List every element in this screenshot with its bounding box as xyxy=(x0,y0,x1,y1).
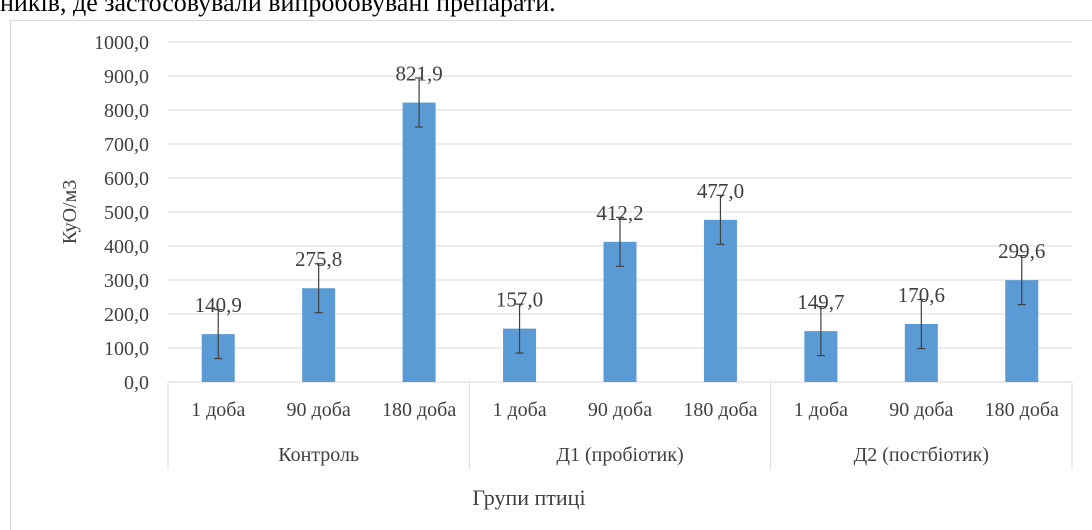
x-category-label: 1 доба xyxy=(191,399,245,421)
y-tick-labels: 0,0 100,0 200,0 300,0 400,0 500,0 600,0 700,0 80… xyxy=(94,32,149,394)
bar xyxy=(402,102,436,382)
data-label: 299,6 xyxy=(998,239,1045,263)
x-group-label: Д2 (постбіотик) xyxy=(854,444,989,466)
preceding-text-fragment: ників, де застосовували випробовувані пр… xyxy=(0,0,556,17)
y-tick-label: 0,0 xyxy=(124,372,149,394)
y-tick-label: 900,0 xyxy=(104,66,149,88)
x-axis-title: Групи птиці xyxy=(472,485,585,510)
x-category-labels: 1 доба 90 доба 180 доба 1 доба 90 доба 180 до… xyxy=(191,399,1059,421)
y-tick-label: 100,0 xyxy=(104,338,149,360)
bar xyxy=(703,219,737,382)
y-tick-label: 600,0 xyxy=(104,168,149,190)
x-category-label: 180 доба xyxy=(985,399,1059,421)
x-category-label: 90 доба xyxy=(287,399,351,421)
x-category-label: 180 доба xyxy=(382,399,456,421)
y-axis-title: КуО/м3 xyxy=(59,180,81,245)
data-label: 170,6 xyxy=(898,283,945,307)
x-group-label: Д1 (пробіотик) xyxy=(556,444,683,466)
y-tick-label: 500,0 xyxy=(104,202,149,224)
y-tick-label: 400,0 xyxy=(104,236,149,258)
data-label: 477,0 xyxy=(697,179,744,203)
data-labels: 140,9 275,8 821,9 157,0 412,2 477,0 149,7 170,6… xyxy=(195,62,1046,318)
x-group-labels: Контроль Д1 (пробіотик) Д2 (постбіотик) xyxy=(167,382,1073,470)
y-tick-label: 1000,0 xyxy=(94,32,149,54)
x-category-label: 1 доба xyxy=(492,399,546,421)
y-tick-label: 300,0 xyxy=(104,270,149,292)
error-bars xyxy=(214,77,1026,360)
x-category-label: 180 доба xyxy=(683,399,757,421)
y-tick-label: 800,0 xyxy=(104,100,149,122)
x-group-label: Контроль xyxy=(278,444,359,466)
data-label: 157,0 xyxy=(496,288,543,312)
x-category-label: 90 доба xyxy=(588,399,652,421)
data-label: 140,9 xyxy=(195,293,242,317)
data-label: 149,7 xyxy=(797,290,844,314)
data-label: 275,8 xyxy=(295,247,342,271)
data-label: 412,2 xyxy=(596,201,643,225)
x-category-label: 90 доба xyxy=(889,399,953,421)
y-tick-label: 700,0 xyxy=(104,134,149,156)
y-tick-label: 200,0 xyxy=(104,304,149,326)
x-category-label: 1 доба xyxy=(794,399,848,421)
chart-frame xyxy=(10,20,1092,530)
data-label: 821,9 xyxy=(395,62,442,86)
